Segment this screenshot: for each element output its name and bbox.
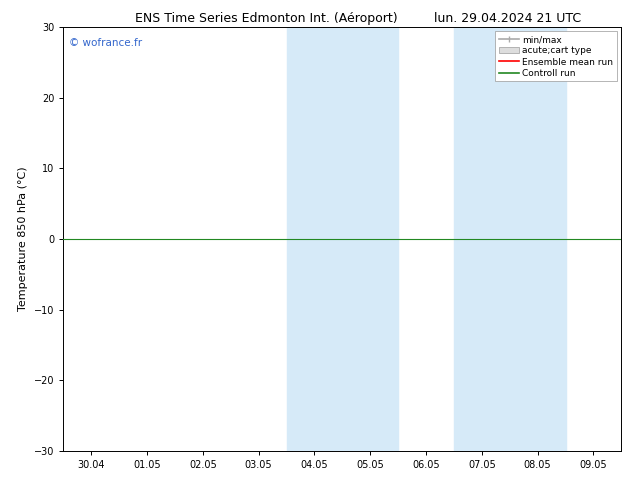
Y-axis label: Temperature 850 hPa (°C): Temperature 850 hPa (°C) <box>18 167 29 311</box>
Legend: min/max, acute;cart type, Ensemble mean run, Controll run: min/max, acute;cart type, Ensemble mean … <box>495 31 617 81</box>
Text: © wofrance.fr: © wofrance.fr <box>69 38 142 48</box>
Text: lun. 29.04.2024 21 UTC: lun. 29.04.2024 21 UTC <box>434 12 581 25</box>
Bar <box>287 27 398 451</box>
Bar <box>454 27 566 451</box>
Text: ENS Time Series Edmonton Int. (Aéroport): ENS Time Series Edmonton Int. (Aéroport) <box>135 12 398 25</box>
